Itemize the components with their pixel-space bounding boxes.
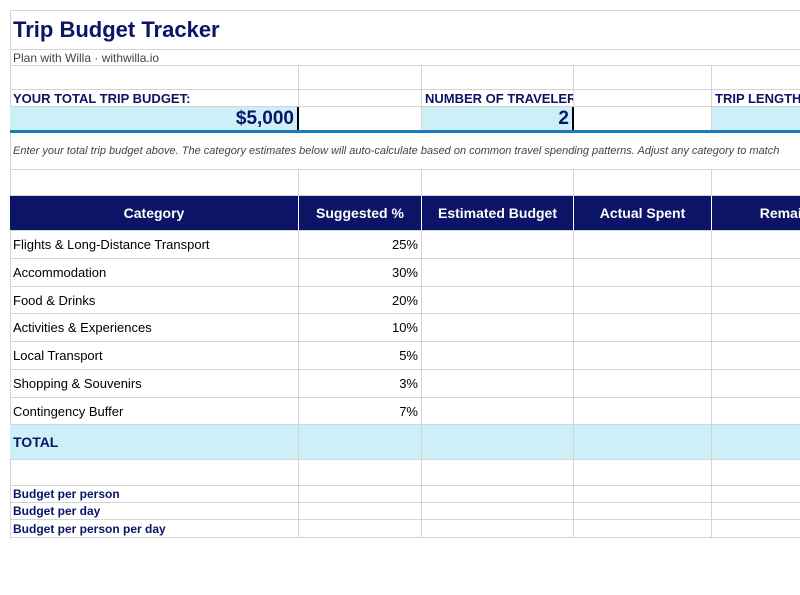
suggested-percent: 20% (299, 287, 422, 314)
note: Enter your total trip budget above. The … (10, 133, 800, 170)
cell (712, 520, 800, 538)
cell (712, 66, 800, 90)
column-header: Estimated Budget (422, 196, 574, 231)
total-cell (712, 425, 800, 460)
title: Trip Budget Tracker (10, 10, 800, 50)
category: Local Transport (10, 342, 299, 370)
cell (712, 170, 800, 196)
cell (712, 287, 800, 314)
cell (574, 314, 712, 342)
grid-edge (10, 10, 800, 11)
category: Accommodation (10, 259, 299, 287)
cell (299, 503, 422, 520)
cell (574, 90, 712, 107)
cell (574, 370, 712, 398)
summary-label: Budget per day (10, 503, 299, 520)
cell (574, 460, 712, 486)
cell (712, 503, 800, 520)
cell (10, 170, 299, 196)
cell (10, 66, 299, 90)
category: Food & Drinks (10, 287, 299, 314)
grid-edge (10, 10, 11, 539)
input-label: YOUR TOTAL TRIP BUDGET: (10, 90, 299, 107)
category: Contingency Buffer (10, 398, 299, 425)
suggested-percent: 10% (299, 314, 422, 342)
cell (299, 170, 422, 196)
cell (422, 170, 574, 196)
cell (422, 342, 574, 370)
summary-label: Budget per person per day (10, 520, 299, 538)
cell (712, 460, 800, 486)
column-header: Actual Spent (574, 196, 712, 231)
suggested-percent: 5% (299, 342, 422, 370)
cell (712, 231, 800, 259)
cell (299, 90, 422, 107)
cell (422, 259, 574, 287)
input-label: NUMBER OF TRAVELERS: (422, 90, 574, 107)
column-header: Category (10, 196, 299, 231)
cell (422, 314, 574, 342)
cell (712, 314, 800, 342)
suggested-percent: 3% (299, 370, 422, 398)
cell (712, 370, 800, 398)
category: Flights & Long-Distance Transport (10, 231, 299, 259)
cell (574, 398, 712, 425)
suggested-percent: 30% (299, 259, 422, 287)
column-header: Remaining (712, 196, 800, 231)
cell (299, 66, 422, 90)
subtitle: Plan with Willa · withwilla.io (10, 50, 800, 66)
suggested-percent: 7% (299, 398, 422, 425)
cell (10, 460, 299, 486)
total-cell (299, 425, 422, 460)
cell (422, 460, 574, 486)
total-cell (422, 425, 574, 460)
cell (574, 287, 712, 314)
cell (299, 520, 422, 538)
cell (422, 486, 574, 503)
cell (574, 503, 712, 520)
cell (422, 398, 574, 425)
cell (712, 398, 800, 425)
cell (574, 66, 712, 90)
travelers-input: 2 (422, 107, 574, 131)
cell (574, 486, 712, 503)
cell (574, 259, 712, 287)
cell (299, 460, 422, 486)
cell (712, 259, 800, 287)
column-header: Suggested % (299, 196, 422, 231)
total-label: TOTAL (10, 425, 299, 460)
cell (574, 231, 712, 259)
category: Activities & Experiences (10, 314, 299, 342)
divider (10, 130, 800, 133)
cell (574, 107, 712, 131)
summary-label: Budget per person (10, 486, 299, 503)
suggested-percent: 25% (299, 231, 422, 259)
budget-input: $5,000 (10, 107, 299, 131)
cell (422, 520, 574, 538)
cell (712, 342, 800, 370)
cell (422, 66, 574, 90)
cell (712, 486, 800, 503)
cell (299, 486, 422, 503)
cell (422, 287, 574, 314)
input-label: TRIP LENGTH (712, 90, 800, 107)
cell (422, 370, 574, 398)
cell (422, 231, 574, 259)
category: Shopping & Souvenirs (10, 370, 299, 398)
cell (422, 503, 574, 520)
total-cell (574, 425, 712, 460)
trip-length-input (712, 107, 800, 131)
cell (299, 107, 422, 131)
cell (574, 520, 712, 538)
cell (574, 170, 712, 196)
cell (574, 342, 712, 370)
